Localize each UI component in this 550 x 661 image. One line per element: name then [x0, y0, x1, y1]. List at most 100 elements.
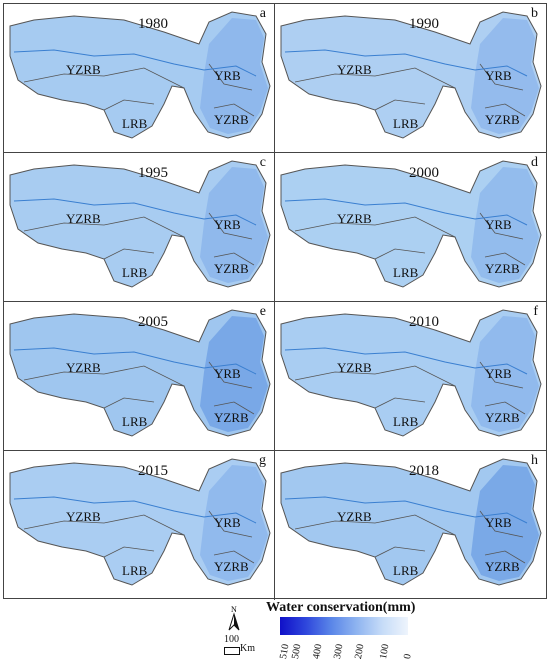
panel-year: 1990 — [409, 16, 439, 32]
label-yrb: YRB — [485, 515, 512, 530]
map-shape — [280, 458, 542, 586]
label-lrb: LRB — [122, 265, 148, 280]
label-yzrb: YZRB — [66, 360, 101, 375]
region-shape — [280, 309, 542, 437]
panel-year: 2010 — [409, 314, 439, 330]
legend-tick: 400 — [311, 643, 325, 660]
map-panel-e: 2005 e YZRB YRB LRB YZRB — [4, 302, 275, 451]
map-panel-h: 2018 h YZRB YRB LRB YZRB — [275, 451, 546, 600]
map-shape — [9, 458, 271, 586]
east-region-shade — [471, 316, 539, 432]
panel-year: 2005 — [138, 314, 168, 330]
label-yrb: YRB — [214, 515, 241, 530]
panel-letter: f — [533, 304, 538, 319]
panel-letter: c — [259, 155, 266, 170]
label-yzrb-east: YZRB — [214, 410, 249, 425]
basin-boundary — [294, 361, 526, 415]
map-panel-a: 1980 a YZRB YRB LRB YZRB — [4, 4, 275, 153]
label-yzrb-east: YZRB — [485, 112, 520, 127]
map-panel-d: 2000 d YZRB YRB LRB YZRB — [275, 153, 546, 302]
label-yrb: YRB — [485, 217, 512, 232]
river-line — [13, 496, 257, 524]
east-region-shade — [471, 167, 539, 283]
panel-year: 2000 — [409, 165, 439, 181]
label-lrb: LRB — [122, 116, 148, 131]
label-yzrb-east: YZRB — [485, 410, 520, 425]
map-shape — [9, 160, 271, 288]
legend-tick: 200 — [353, 643, 367, 660]
label-yzrb: YZRB — [337, 211, 372, 226]
label-lrb: LRB — [393, 116, 419, 131]
map-shape — [280, 160, 542, 288]
river-line — [284, 198, 528, 226]
river-line — [284, 496, 528, 524]
east-region-shade — [471, 18, 539, 134]
map-shape — [280, 309, 542, 437]
panel-year: 2018 — [409, 463, 439, 479]
basin-boundary — [23, 510, 255, 564]
east-region-shade — [200, 316, 268, 432]
river-line — [284, 347, 528, 375]
label-yrb: YRB — [214, 217, 241, 232]
label-lrb: LRB — [393, 563, 419, 578]
label-lrb: LRB — [393, 414, 419, 429]
label-yrb: YRB — [214, 68, 241, 83]
scale-unit: Km — [240, 643, 255, 654]
basin-boundary — [294, 510, 526, 564]
panel-letter: g — [259, 453, 266, 468]
map-panel-b: 1990 b YZRB YRB LRB YZRB — [275, 4, 546, 153]
label-yzrb: YZRB — [66, 62, 101, 77]
basin-boundary — [294, 212, 526, 266]
label-yzrb: YZRB — [337, 360, 372, 375]
label-yrb: YRB — [485, 366, 512, 381]
label-yzrb-east: YZRB — [214, 112, 249, 127]
label-lrb: LRB — [122, 414, 148, 429]
north-label: N — [231, 605, 237, 614]
map-shape — [9, 309, 271, 437]
river-line — [13, 347, 257, 375]
scale-value: 100 — [224, 634, 239, 645]
river-line — [284, 49, 528, 77]
color-ramp — [280, 617, 408, 635]
panel-year: 2015 — [138, 463, 168, 479]
basin-boundary — [23, 212, 255, 266]
region-shape — [280, 11, 542, 139]
panel-year: 1980 — [138, 16, 168, 32]
map-panel-c: 1995 c YZRB YRB LRB YZRB — [4, 153, 275, 302]
label-yzrb-east: YZRB — [214, 559, 249, 574]
region-shape — [9, 160, 271, 288]
panel-letter: a — [259, 6, 266, 21]
panel-letter: e — [259, 304, 266, 319]
region-shape — [280, 160, 542, 288]
panel-year: 1995 — [138, 165, 168, 181]
label-yzrb: YZRB — [337, 62, 372, 77]
scale-bar — [224, 647, 240, 655]
east-region-shade — [471, 465, 539, 581]
label-yzrb-east: YZRB — [485, 261, 520, 276]
basin-boundary — [294, 63, 526, 117]
panel-letter: d — [531, 155, 538, 170]
label-lrb: LRB — [122, 563, 148, 578]
map-panel-f: 2010 f YZRB YRB LRB YZRB — [275, 302, 546, 451]
label-yrb: YRB — [214, 366, 241, 381]
east-region-shade — [200, 18, 268, 134]
east-region-shade — [200, 167, 268, 283]
legend: N 100 Km Water conservation(mm) 510 500 … — [220, 600, 550, 661]
legend-tick: 300 — [332, 643, 346, 660]
label-yzrb: YZRB — [337, 509, 372, 524]
label-yzrb: YZRB — [66, 211, 101, 226]
map-shape — [280, 11, 542, 139]
river-line — [13, 198, 257, 226]
map-grid: 1980 a YZRB YRB LRB YZRB 1990 b YZRB YRB… — [3, 3, 547, 600]
map-shape — [9, 11, 271, 139]
map-panel-g: 2015 g YZRB YRB LRB YZRB — [4, 451, 275, 600]
basin-boundary — [23, 63, 255, 117]
basin-boundary — [23, 361, 255, 415]
legend-tick: 0 — [402, 653, 414, 660]
region-shape — [9, 458, 271, 586]
label-yzrb: YZRB — [66, 509, 101, 524]
region-shape — [9, 11, 271, 139]
river-line — [13, 49, 257, 77]
legend-tick: 100 — [378, 643, 392, 660]
panel-letter: h — [531, 453, 538, 468]
